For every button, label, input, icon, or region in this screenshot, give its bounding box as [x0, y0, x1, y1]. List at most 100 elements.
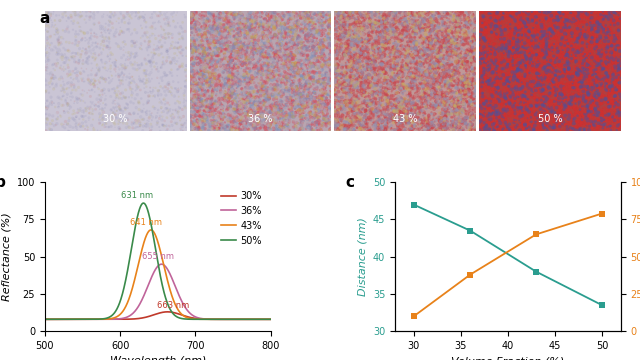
Point	[270, 37, 280, 43]
Point	[516, 114, 527, 120]
Point	[575, 71, 586, 77]
Point	[130, 14, 140, 19]
Point	[146, 99, 156, 104]
Point	[199, 57, 209, 63]
Point	[193, 80, 204, 86]
Point	[122, 9, 132, 14]
Point	[612, 62, 622, 68]
Point	[389, 60, 399, 66]
Point	[598, 17, 608, 23]
Point	[554, 92, 564, 98]
Point	[321, 40, 331, 46]
Point	[85, 42, 95, 48]
Point	[362, 103, 372, 109]
Point	[50, 124, 60, 130]
Point	[554, 98, 564, 104]
Point	[447, 68, 457, 73]
Point	[234, 78, 244, 84]
Point	[257, 30, 268, 36]
Point	[436, 115, 446, 121]
Point	[314, 44, 324, 50]
Point	[437, 122, 447, 128]
Point	[478, 123, 488, 129]
Point	[44, 53, 54, 58]
Point	[304, 105, 314, 111]
Point	[582, 89, 593, 94]
Point	[312, 114, 322, 120]
Point	[509, 62, 520, 67]
Point	[597, 80, 607, 85]
Point	[91, 40, 101, 45]
Point	[485, 65, 495, 71]
Point	[212, 21, 222, 27]
Point	[317, 53, 327, 59]
Point	[191, 124, 202, 130]
Point	[223, 101, 233, 107]
Point	[299, 71, 309, 77]
Point	[97, 107, 107, 113]
Point	[268, 82, 278, 88]
Point	[432, 35, 442, 41]
Point	[529, 103, 540, 109]
Point	[568, 13, 579, 19]
Point	[150, 93, 160, 99]
Point	[52, 111, 62, 117]
Point	[88, 46, 99, 52]
Point	[544, 9, 554, 15]
Point	[487, 91, 497, 97]
Point	[153, 68, 163, 73]
Point	[194, 61, 204, 67]
Point	[374, 40, 384, 46]
Point	[399, 85, 409, 91]
Point	[545, 73, 556, 78]
Point	[207, 91, 218, 97]
Point	[250, 40, 260, 45]
Point	[192, 55, 202, 61]
Point	[591, 117, 602, 123]
Point	[383, 27, 393, 33]
Point	[479, 69, 489, 75]
Point	[428, 78, 438, 84]
Point	[273, 76, 284, 82]
Point	[251, 55, 261, 60]
Point	[519, 110, 529, 116]
Point	[244, 10, 255, 16]
Point	[189, 74, 200, 80]
Point	[250, 96, 260, 102]
Point	[100, 26, 110, 32]
Point	[283, 128, 293, 134]
Point	[220, 76, 230, 82]
Point	[252, 83, 262, 89]
Point	[467, 121, 477, 127]
Point	[125, 42, 135, 48]
Point	[444, 126, 454, 132]
Point	[175, 121, 185, 126]
Point	[477, 67, 488, 73]
Point	[564, 37, 575, 42]
Point	[234, 73, 244, 79]
Point	[255, 121, 265, 127]
Point	[426, 120, 436, 126]
Point	[481, 51, 491, 57]
Point	[314, 24, 324, 30]
Point	[415, 60, 425, 66]
Point	[48, 99, 58, 104]
Point	[465, 18, 475, 24]
Point	[493, 73, 504, 79]
Point	[109, 47, 119, 53]
Point	[70, 41, 80, 47]
Point	[354, 75, 364, 80]
Point	[342, 17, 353, 23]
Point	[520, 48, 531, 53]
Point	[491, 93, 501, 99]
Point	[365, 98, 376, 104]
Point	[172, 50, 182, 56]
Point	[388, 76, 398, 82]
Point	[381, 37, 391, 43]
Point	[460, 109, 470, 114]
Point	[589, 69, 600, 75]
Point	[609, 31, 619, 36]
Point	[280, 19, 291, 24]
Point	[99, 26, 109, 31]
Point	[207, 77, 218, 83]
